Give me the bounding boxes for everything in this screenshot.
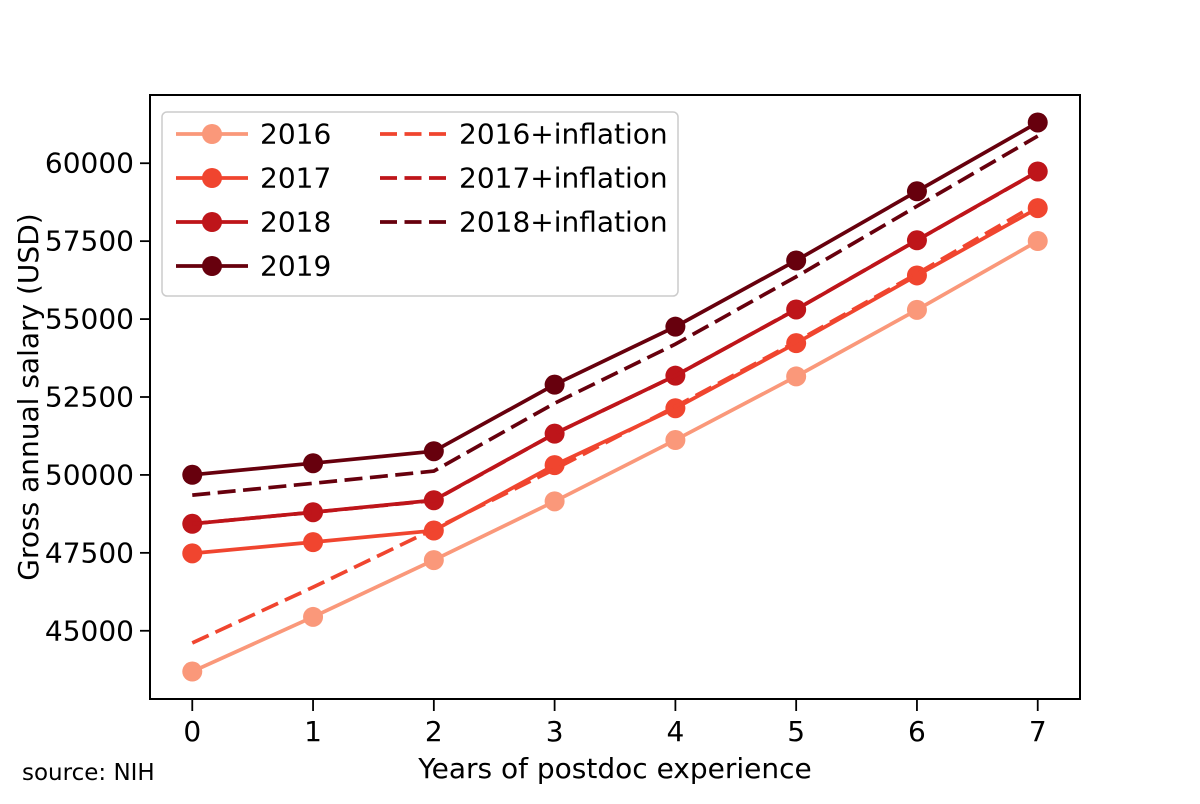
legend-entry-label: 2018+inflation xyxy=(459,206,668,239)
series-marker-2019 xyxy=(182,464,203,485)
x-tick-label: 5 xyxy=(787,715,805,748)
series-marker-2016 xyxy=(786,366,807,387)
legend-swatch-marker xyxy=(202,124,222,144)
series-marker-2017 xyxy=(1027,198,1048,219)
series-layer xyxy=(182,112,1048,682)
x-tick-label: 2 xyxy=(425,715,443,748)
series-line-2016 xyxy=(191,239,1039,674)
x-tick-label: 3 xyxy=(546,715,564,748)
legend-entry-label: 2016 xyxy=(260,118,331,151)
legend-swatch-marker xyxy=(202,256,222,276)
series-line-2019 xyxy=(192,120,1039,477)
series-marker-2019 xyxy=(544,374,565,395)
legend-entry-label: 2017+inflation xyxy=(459,162,668,195)
series-marker-2016 xyxy=(182,661,203,682)
series-marker-2016 xyxy=(423,550,444,571)
y-tick-label: 50000 xyxy=(45,458,134,491)
series-line-2017+inflation xyxy=(192,170,1039,526)
series-marker-2019 xyxy=(665,316,686,337)
series-marker-2019 xyxy=(303,453,324,474)
series-marker-2016 xyxy=(303,606,324,627)
x-tick-label: 6 xyxy=(908,715,926,748)
series-marker-2016 xyxy=(544,491,565,512)
axes-layer: 45000 47500 50000 52500 55000 57500 60000 0 1 2 3 4… xyxy=(45,94,1081,748)
legend-entry-label: 2019 xyxy=(260,250,331,283)
legend-entry-label: 2016+inflation xyxy=(459,118,668,151)
legend-entry-2019: 2019 xyxy=(176,250,331,283)
series-line-2018+inflation xyxy=(192,134,1039,497)
x-tick-label: 4 xyxy=(666,715,684,748)
legend-entry-label: 2018 xyxy=(260,206,331,239)
legend-entry-2017+inflation: 2017+inflation xyxy=(380,162,668,195)
series-marker-2018 xyxy=(544,423,565,444)
x-tick-label: 0 xyxy=(183,715,201,748)
series-line-2016+inflation xyxy=(191,201,1039,645)
y-tick-label: 47500 xyxy=(45,536,134,569)
y-tick-label: 60000 xyxy=(45,147,134,180)
series-marker-2016 xyxy=(665,430,686,451)
legend-swatch-marker xyxy=(202,168,222,188)
series-marker-2016 xyxy=(906,299,927,320)
series-marker-2019 xyxy=(1027,112,1048,133)
legend-entry-2018+inflation: 2018+inflation xyxy=(380,206,668,239)
series-marker-2019 xyxy=(423,441,444,462)
legend-entry-2017: 2017 xyxy=(176,162,331,195)
y-tick-label: 57500 xyxy=(45,225,134,258)
y-axis-title: Gross annual salary (USD) xyxy=(12,213,45,580)
y-tick-label: 52500 xyxy=(45,381,134,414)
y-tick-label: 55000 xyxy=(45,303,134,336)
series-marker-2017 xyxy=(303,532,324,553)
legend-entry-2016+inflation: 2016+inflation xyxy=(380,118,668,151)
series-marker-2019 xyxy=(786,250,807,271)
y-tick-label: 45000 xyxy=(45,614,134,647)
series-marker-2018 xyxy=(303,502,324,523)
legend: 2016 2017 2018 2019 2016+inflation 2017+infla… xyxy=(161,111,679,297)
legend-swatch-marker xyxy=(202,212,222,232)
series-marker-2016 xyxy=(1027,231,1048,252)
series-marker-2019 xyxy=(906,181,927,202)
series-marker-2018 xyxy=(182,513,203,534)
legend-entry-label: 2017 xyxy=(260,162,331,195)
series-marker-2018 xyxy=(1027,161,1048,182)
series-marker-2017 xyxy=(182,543,203,564)
legend-entry-2018: 2018 xyxy=(176,206,331,239)
x-axis-title: Years of postdoc experience xyxy=(417,752,812,785)
legend-box xyxy=(161,111,679,297)
source-note: source: NIH xyxy=(22,760,155,786)
x-tick-label: 7 xyxy=(1029,715,1047,748)
legend-entry-2016: 2016 xyxy=(176,118,331,151)
x-tick-label: 1 xyxy=(304,715,322,748)
